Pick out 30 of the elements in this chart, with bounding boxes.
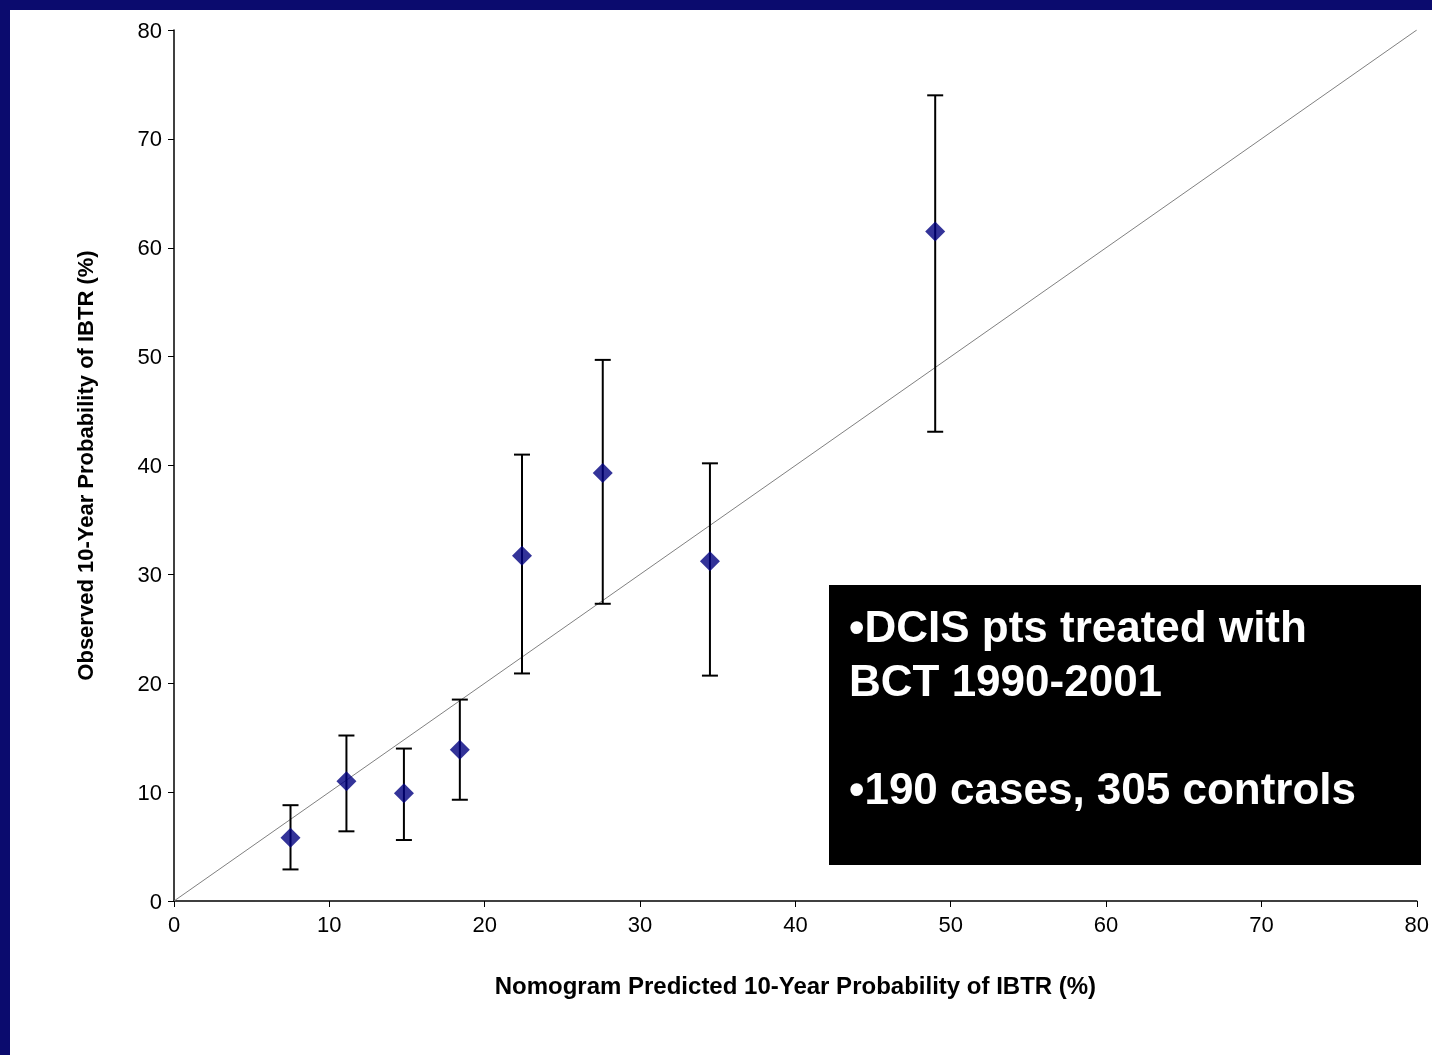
x-tick-label: 30 [627,911,653,937]
point [393,783,414,804]
point [449,739,470,760]
point [280,827,301,848]
point [699,551,720,572]
y-tick-label: 50 [137,344,162,370]
y-tick-label: 20 [137,670,162,696]
y-tick-label: 80 [137,17,162,43]
y-tick-label: 40 [137,453,162,478]
x-tick-label: 10 [317,911,342,937]
y-tick-label: 70 [137,126,162,152]
y-tick-label: 30 [137,561,162,587]
x-tick-label: 0 [167,911,181,937]
point [592,463,613,484]
point [925,221,946,242]
x-tick-label: 60 [1093,911,1119,937]
y-tick-label: 60 [137,235,162,261]
x-axis-title: Nomogram Predicted 10-Year Probability of IBTR (%) [494,971,1097,999]
x-tick-label: 50 [938,911,963,937]
annotation: •DCIS pts treated with BCT 1990-2001 [849,601,1320,705]
x-tick-label: 20 [472,911,497,937]
annotation: •190 cases, 305 controls [849,763,1357,813]
y-axis-title: Observed 10-Year Probability of IBTR (%) [72,250,98,681]
point [511,545,532,566]
x-tick-label: 80 [1404,911,1430,937]
point [336,771,357,792]
y-tick-label: 0 [149,888,162,914]
y-tick-label: 10 [137,779,162,805]
x-tick-label: 70 [1249,911,1274,937]
x-tick-label: 40 [783,911,808,937]
